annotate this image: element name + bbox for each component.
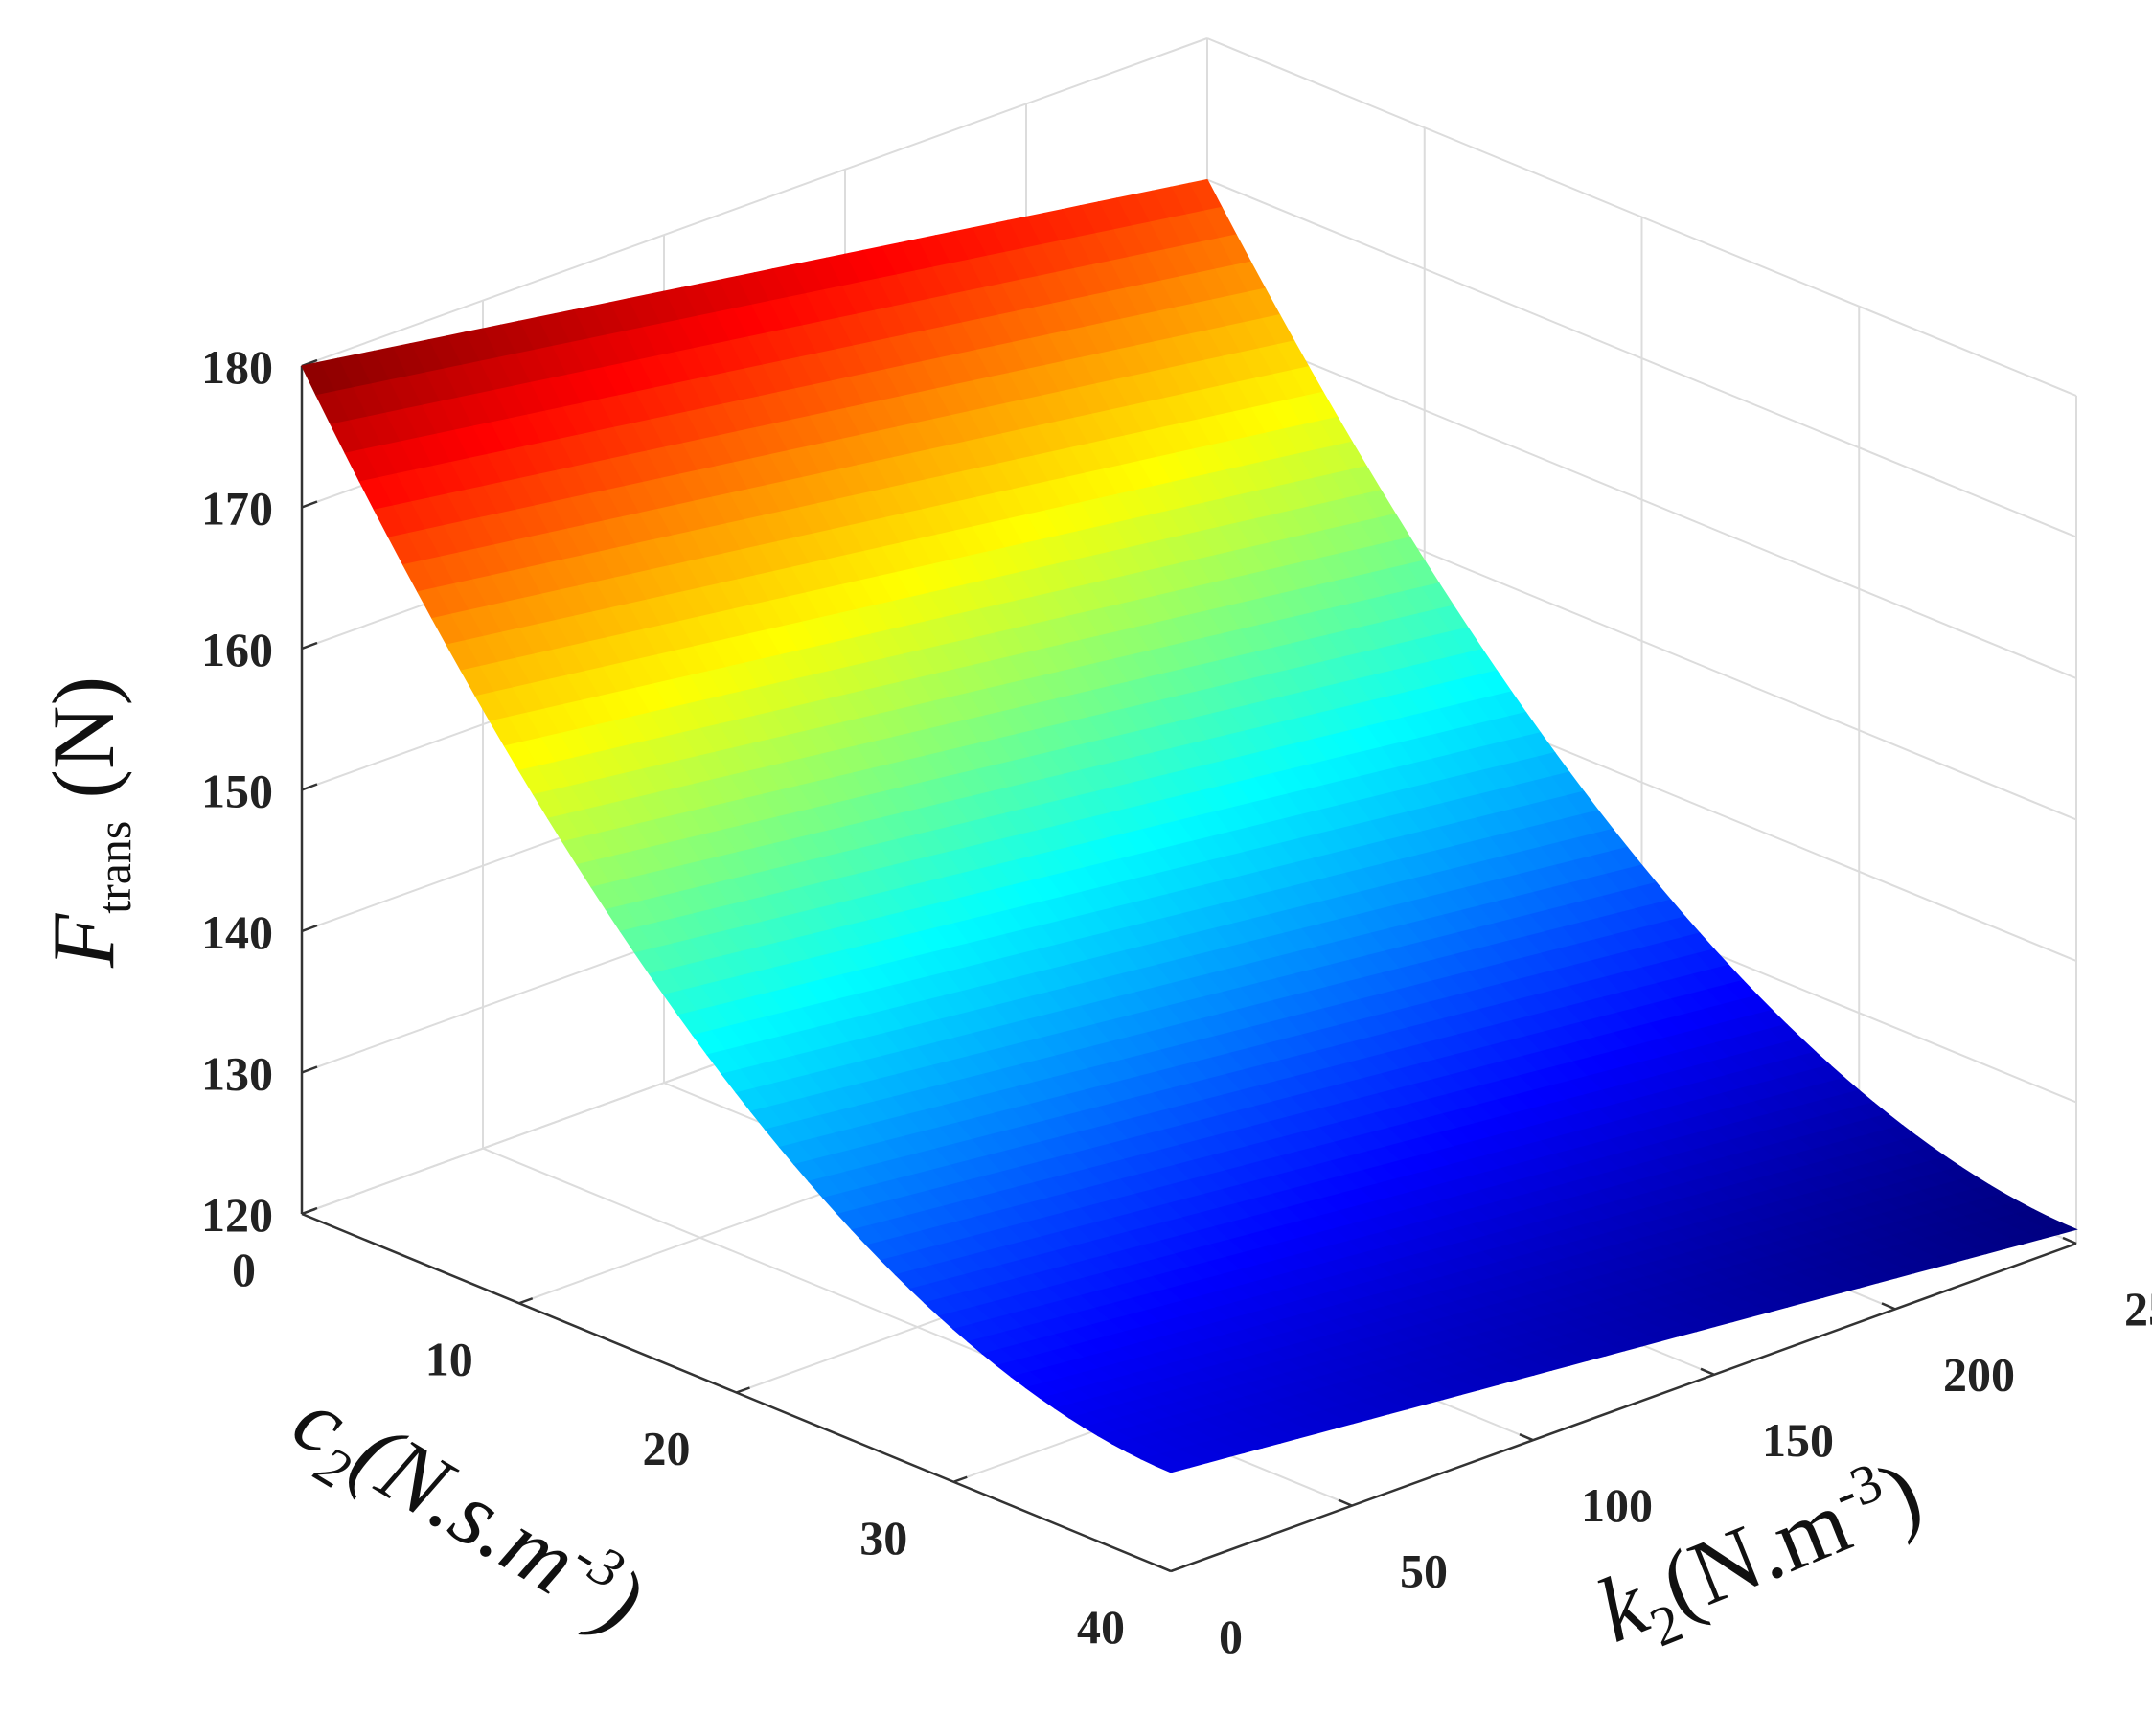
z-tick-mark — [301, 783, 318, 791]
z-tick-label: 180 — [201, 340, 273, 394]
z-tick-label: 140 — [201, 905, 273, 959]
y-tick-mark — [1156, 1564, 1172, 1573]
x-tick-mark — [1170, 1565, 1185, 1573]
z-tick-label: 170 — [201, 482, 273, 536]
y-tick-mark — [2062, 1236, 2077, 1245]
tick-labels: 120 130 140 150 160 170 180 0 10 20 30 40 0 50 100 150 2… — [201, 340, 2152, 1663]
z-tick-mark — [301, 641, 318, 651]
x-tick-label: 30 — [859, 1511, 907, 1565]
z-tick-mark — [301, 1065, 318, 1074]
z-tick-label: 130 — [201, 1047, 273, 1101]
y-tick-label: 200 — [1943, 1347, 2015, 1401]
z-tick-mark — [301, 500, 318, 509]
y-tick-mark — [1519, 1433, 1534, 1442]
y-tick-mark — [1881, 1302, 1896, 1311]
x-axis-title: c2(N.s.m-3) — [270, 1365, 661, 1665]
x-tick-mark — [736, 1386, 750, 1394]
x-tick-label: 20 — [643, 1422, 691, 1475]
y-axis-title: k2(N.m-3) — [1583, 1439, 1939, 1675]
y-tick-mark — [1700, 1367, 1715, 1376]
x-tick-mark — [301, 1207, 316, 1216]
z-tick-mark — [301, 924, 318, 933]
y-tick-label: 50 — [1400, 1544, 1448, 1598]
grid-line — [301, 37, 1208, 367]
x-tick-label: 0 — [232, 1243, 256, 1296]
x-tick-mark — [952, 1475, 968, 1483]
surface-mesh — [301, 178, 2078, 1473]
x-tick-label: 10 — [425, 1332, 473, 1385]
surface-patch — [1155, 1460, 1191, 1473]
y-tick-label: 150 — [1762, 1413, 1834, 1467]
z-tick-label: 160 — [201, 623, 273, 676]
y-axis-line — [1170, 1242, 2077, 1573]
z-tick-label: 150 — [201, 765, 273, 818]
y-tick-label: 100 — [1581, 1478, 1653, 1532]
x-tick-mark — [518, 1297, 534, 1305]
y-tick-label: 250 — [2124, 1282, 2152, 1336]
axes — [300, 358, 2077, 1573]
z-axis-title: Ftrans (N) — [34, 676, 141, 969]
y-tick-label: 0 — [1219, 1610, 1243, 1663]
y-tick-mark — [1338, 1498, 1353, 1507]
z-tick-label: 120 — [201, 1188, 273, 1242]
x-tick-label: 40 — [1077, 1600, 1125, 1654]
